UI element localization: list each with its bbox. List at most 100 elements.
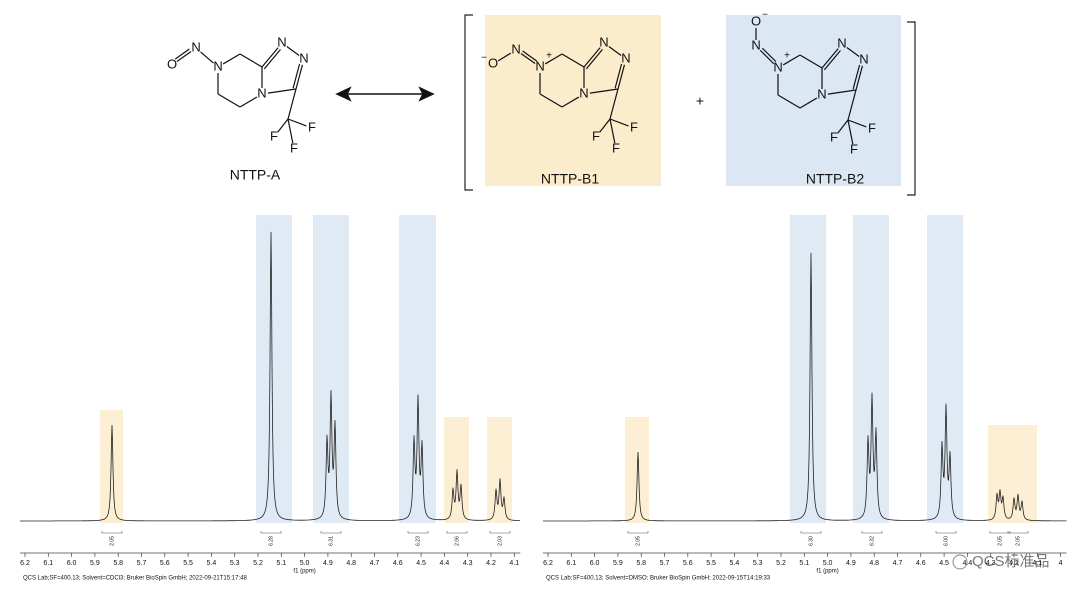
bond xyxy=(497,52,512,62)
resonance-arrow xyxy=(335,86,435,102)
bond xyxy=(522,50,538,62)
bracket-left xyxy=(464,14,473,191)
bond xyxy=(847,119,867,128)
integral-bracket xyxy=(935,531,957,534)
atom-label: N xyxy=(859,51,868,66)
integral-label: 6.32 xyxy=(869,536,875,546)
tick-label: 4.1 xyxy=(509,560,519,567)
tick-label: 4.4 xyxy=(440,560,450,567)
bond xyxy=(609,118,629,127)
bond xyxy=(292,63,301,89)
tick-label: 5.1 xyxy=(276,560,286,567)
tick-label: 5.1 xyxy=(799,560,809,567)
bond xyxy=(217,93,241,108)
integral-label: 6.30 xyxy=(808,536,814,546)
atom-label: F xyxy=(612,140,620,155)
tick-label: 5.2 xyxy=(776,560,786,567)
footer: QCS Lab;SF=400.13; Solvent=CDCl3; Bruker… xyxy=(23,576,247,582)
tick-label: 4.1 xyxy=(1032,560,1042,567)
integral-label: 6.28 xyxy=(268,536,274,546)
bond xyxy=(174,48,190,60)
tick-label: 5.5 xyxy=(183,560,193,567)
tick-label: 5.3 xyxy=(230,560,240,567)
atom-label: N xyxy=(773,59,782,74)
bond xyxy=(287,118,307,127)
charge: − xyxy=(762,10,768,21)
spectrum-trace xyxy=(543,252,1067,522)
tick-label: 4.3 xyxy=(986,560,996,567)
bond xyxy=(267,88,297,94)
tick-label: 4.7 xyxy=(893,560,903,567)
atom-label: O xyxy=(751,13,761,28)
tick-label: 4.5 xyxy=(416,560,426,567)
atom-label: N xyxy=(511,41,520,56)
bond xyxy=(799,97,818,109)
bond xyxy=(837,119,849,134)
bond xyxy=(777,94,801,109)
bond xyxy=(263,49,281,70)
tick-label: 4 xyxy=(1059,560,1063,567)
bond xyxy=(823,50,841,71)
tick-label: 5.0 xyxy=(300,560,310,567)
bond xyxy=(222,53,241,65)
integral-label: 2.05 xyxy=(997,536,1003,546)
integral-bracket xyxy=(260,531,282,534)
tick-label: 5.9 xyxy=(90,560,100,567)
plus-sign: + xyxy=(696,93,704,109)
tick-label: 5.5 xyxy=(706,560,716,567)
atom-label: N xyxy=(299,50,308,65)
integral-bracket xyxy=(489,531,511,534)
tick-label: 5.0 xyxy=(823,560,833,567)
bond xyxy=(585,49,603,70)
bond xyxy=(561,53,585,68)
atom-label: N xyxy=(751,37,760,52)
bond xyxy=(287,88,297,120)
bond xyxy=(847,89,857,121)
bond xyxy=(799,54,823,69)
tick-label: 4.9 xyxy=(846,560,856,567)
integral-bracket xyxy=(800,531,822,534)
bond xyxy=(539,93,563,108)
bond xyxy=(239,53,263,68)
bond xyxy=(239,96,258,108)
tick-label: 5.4 xyxy=(730,560,740,567)
charge: + xyxy=(784,51,790,62)
atom-label: N xyxy=(837,35,846,50)
watermark-text: QCS标准品 xyxy=(972,553,1050,570)
atom-label: N xyxy=(535,58,544,73)
tick-label: 4.5 xyxy=(939,560,949,567)
bond xyxy=(821,48,839,69)
charge: − xyxy=(481,53,487,64)
footer: QCS Lab;SF=400.13; Solvent=DMSO; Bruker … xyxy=(546,576,771,582)
tick-label: 4.8 xyxy=(869,560,879,567)
atom-label: N xyxy=(213,58,222,73)
molecule-label: NTTP-A xyxy=(230,167,281,183)
bond xyxy=(846,47,860,57)
atom-label: N xyxy=(277,34,286,49)
bond xyxy=(855,65,864,91)
bond xyxy=(827,89,857,95)
atom-label: N xyxy=(257,85,266,100)
tick-label: 4.3 xyxy=(463,560,473,567)
atom-label: F xyxy=(850,141,858,156)
bond xyxy=(589,88,619,94)
bond xyxy=(608,46,622,56)
tick-label: 4.7 xyxy=(370,560,380,567)
integral-label: 2.05 xyxy=(635,536,641,546)
bond xyxy=(761,47,777,63)
integral-bracket xyxy=(320,531,342,534)
bond xyxy=(287,118,294,144)
integral-label: 2.05 xyxy=(109,536,115,546)
integral-bracket xyxy=(861,531,883,534)
tick-label: 6.1 xyxy=(566,560,576,567)
axis-title: f1 (ppm) xyxy=(293,569,315,575)
bond xyxy=(261,47,279,68)
tick-label: 5.2 xyxy=(253,560,263,567)
integral-bracket xyxy=(446,531,468,534)
integral-label: 6.00 xyxy=(943,536,949,546)
tick-label: 5.4 xyxy=(207,560,217,567)
integral-label: 2.03 xyxy=(497,536,503,546)
atom-label: N xyxy=(817,86,826,101)
spectrum-trace xyxy=(20,231,520,522)
